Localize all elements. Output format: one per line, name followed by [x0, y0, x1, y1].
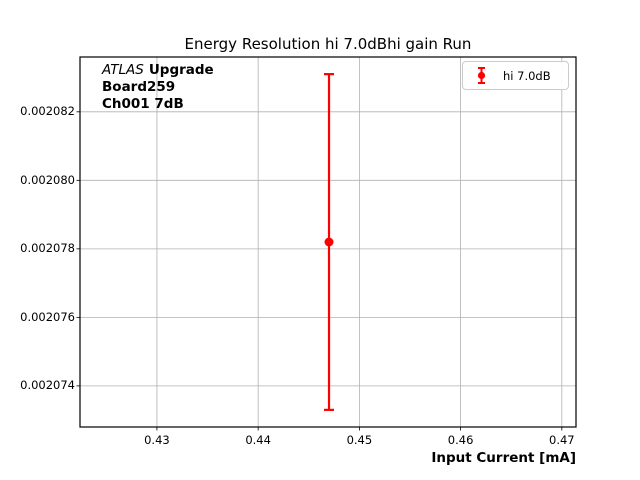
x-axis-label: Input Current [mA]	[431, 450, 576, 466]
legend-errorbar-icon	[477, 67, 486, 84]
x-tick-label: 0.46	[447, 433, 474, 447]
chart-title: Energy Resolution hi 7.0dBhi gain Run	[184, 35, 472, 53]
data-point-marker	[324, 237, 334, 247]
x-tick-label: 0.44	[245, 433, 271, 447]
atlas-text: ATLAS	[102, 62, 144, 78]
x-tick-label: 0.43	[144, 433, 170, 447]
y-tick-label: 0.002078	[20, 241, 75, 256]
legend-entry-label: hi 7.0dB	[503, 68, 551, 83]
y-tick-label: 0.002076	[20, 309, 75, 324]
annotation-line-board: Board259	[102, 79, 176, 95]
y-tick-label: 0.002080	[20, 172, 75, 187]
y-tick-label: 0.002082	[20, 104, 75, 119]
x-tick-label: 0.45	[346, 433, 373, 447]
upgrade-text: Upgrade	[148, 62, 214, 78]
x-tick-label: 0.47	[549, 433, 575, 447]
annotation-block: ATLAS Upgrade Board259 Ch001 7dB	[102, 62, 214, 113]
axes-frame	[79, 56, 577, 428]
annotation-line-experiment: ATLAS Upgrade	[102, 62, 214, 79]
legend-box: hi 7.0dB	[462, 61, 569, 90]
y-tick-label: 0.002074	[20, 378, 75, 393]
annotation-line-channel: Ch001 7dB	[102, 96, 184, 112]
